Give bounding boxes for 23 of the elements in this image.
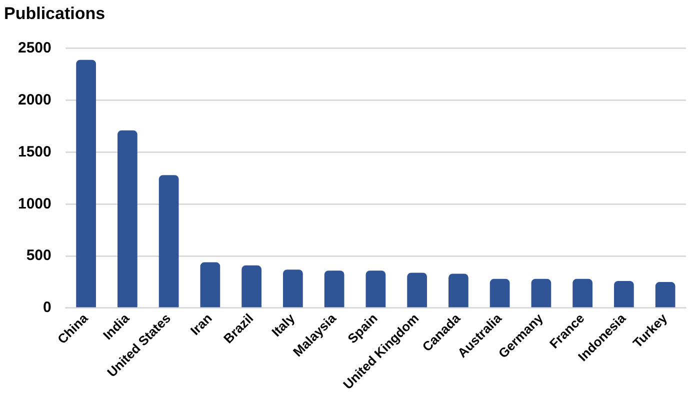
y-tick-label: 0 (43, 299, 52, 316)
y-tick-label: 2000 (18, 91, 52, 108)
bar (531, 278, 552, 308)
bar (366, 270, 386, 308)
y-tick-label: 1500 (18, 143, 52, 160)
bar (76, 60, 96, 308)
bar (572, 278, 592, 308)
y-tick-label: 500 (26, 247, 52, 264)
bar (614, 280, 634, 308)
bar (200, 262, 220, 308)
bar (118, 130, 138, 308)
bar (448, 274, 468, 308)
chart-title: Publications (4, 4, 106, 23)
bar (283, 270, 303, 308)
bar (655, 282, 676, 308)
bar (490, 278, 510, 308)
bar (158, 175, 179, 308)
bar (407, 272, 427, 308)
bar (324, 270, 344, 308)
y-tick-label: 1000 (18, 195, 52, 212)
x-tick-label: Iran (187, 310, 215, 338)
bar (242, 265, 262, 308)
y-tick-label: 2500 (18, 40, 52, 57)
